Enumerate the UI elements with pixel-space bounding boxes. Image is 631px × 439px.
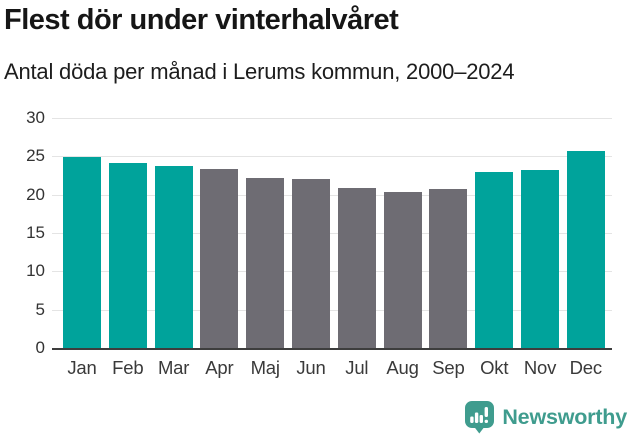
y-tick-label: 10 bbox=[26, 261, 45, 281]
x-tick-label: Feb bbox=[112, 357, 144, 378]
x-tick-label: Apr bbox=[205, 357, 234, 378]
bar-feb bbox=[108, 163, 147, 348]
x-tick-label: Jul bbox=[345, 357, 369, 378]
page-subtitle: Antal döda per månad i Lerums kommun, 20… bbox=[4, 59, 515, 85]
bar-okt bbox=[475, 171, 514, 348]
x-tick-label: Maj bbox=[250, 357, 280, 378]
bar-dec bbox=[566, 150, 605, 348]
bar-nov bbox=[521, 170, 559, 348]
y-tick-label: 25 bbox=[26, 146, 45, 166]
x-tick-label: Sep bbox=[432, 357, 465, 378]
gridline bbox=[52, 233, 612, 234]
x-tick-label: Dec bbox=[569, 357, 603, 378]
gridline bbox=[52, 309, 612, 311]
bar-sep bbox=[429, 188, 468, 348]
bar-chart: 0 5 10 15 20 25 30 Jan Feb Mar Apr Maj Jun Jul Aug Sep… bbox=[0, 105, 631, 395]
bar-mar bbox=[154, 166, 193, 348]
x-tick-label: Okt bbox=[480, 357, 509, 378]
y-tick-label: 0 bbox=[35, 338, 45, 357]
newsworthy-bubble-chart-icon bbox=[464, 400, 495, 434]
y-tick-label: 30 bbox=[26, 108, 45, 127]
chart-header: Flest dör under vinterhalvåret Antal död… bbox=[4, 4, 627, 85]
bar-maj bbox=[246, 177, 285, 348]
y-tick-label: 20 bbox=[26, 184, 45, 204]
y-tick-label: 15 bbox=[26, 223, 45, 242]
x-tick-label: Nov bbox=[523, 357, 557, 378]
x-tick-label: Aug bbox=[386, 357, 419, 378]
y-axis: 0 5 10 15 20 25 30 bbox=[0, 105, 45, 395]
gridline bbox=[52, 156, 612, 158]
x-tick-label: Jun bbox=[296, 357, 326, 378]
bar-jun bbox=[292, 178, 330, 348]
x-tick-label: Mar bbox=[157, 357, 190, 378]
plot-area bbox=[52, 118, 612, 350]
gridline bbox=[52, 271, 612, 273]
y-tick-label: 5 bbox=[35, 299, 45, 319]
page-title: Flest dör under vinterhalvåret bbox=[4, 4, 399, 36]
x-axis: Jan Feb Mar Apr Maj Jun Jul Aug Sep Okt Nov Dec bbox=[52, 357, 612, 383]
gridline bbox=[52, 194, 612, 196]
newsworthy-brand-text: Newsworthy bbox=[502, 404, 627, 429]
newsworthy-logo[interactable]: Newsworthy bbox=[464, 399, 627, 435]
bar-aug bbox=[383, 191, 422, 348]
x-axis-line bbox=[52, 347, 612, 350]
gridline bbox=[52, 118, 612, 119]
bar-apr bbox=[200, 168, 239, 348]
bar-jan bbox=[63, 157, 101, 348]
bar-jul bbox=[337, 187, 376, 348]
x-tick-label: Jan bbox=[67, 357, 97, 378]
